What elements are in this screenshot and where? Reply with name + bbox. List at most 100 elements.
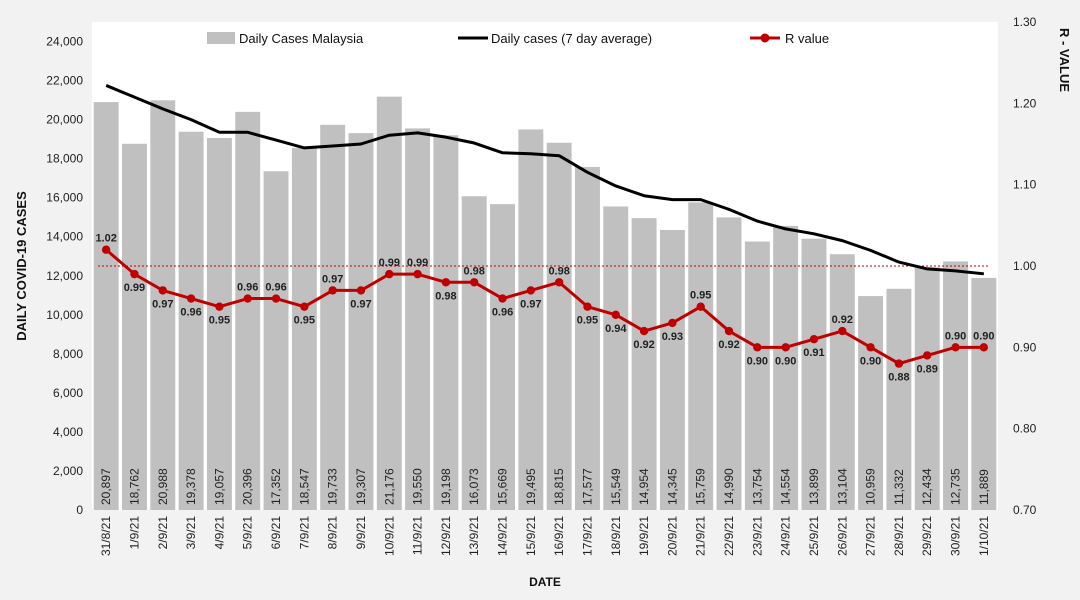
bar-value-label: 19,057: [212, 468, 226, 505]
y-tick-label: 22,000: [46, 74, 83, 88]
bar-value-label: 10,959: [864, 468, 878, 505]
y-tick-label: 24,000: [46, 35, 83, 49]
r-value-point: [838, 326, 847, 336]
x-tick-label: 28/9/21: [892, 516, 906, 556]
bar: [433, 135, 459, 510]
r-value-label: 0.93: [662, 331, 683, 343]
y2-axis-title: R - VALUE: [1057, 28, 1072, 92]
x-tick-label: 21/9/21: [694, 516, 708, 556]
bar-value-label: 19,198: [439, 468, 453, 505]
bar: [829, 254, 855, 510]
bar: [291, 147, 317, 510]
x-tick-label: 16/9/21: [552, 516, 566, 556]
r-value-point: [328, 286, 337, 295]
r-value-label: 0.97: [520, 298, 541, 310]
r-value-label: 0.95: [577, 315, 598, 327]
x-tick-label: 24/9/21: [779, 516, 793, 556]
y2-tick-label: 1.10: [1013, 178, 1037, 192]
r-value-label: 0.96: [492, 307, 513, 319]
bar: [263, 171, 289, 511]
r-value-label: 0.90: [945, 330, 966, 342]
r-value-point: [781, 343, 790, 352]
r-value-label: 0.99: [124, 282, 145, 294]
bar-value-label: 15,759: [694, 468, 708, 505]
bar-value-label: 19,733: [326, 468, 340, 505]
y-tick-label: 4,000: [53, 425, 83, 439]
bar: [93, 102, 119, 510]
bar: [575, 166, 600, 510]
x-tick-label: 4/9/21: [212, 516, 226, 550]
bar: [235, 111, 261, 510]
r-value-point: [356, 286, 366, 295]
bar-value-label: 12,735: [949, 468, 963, 505]
bar-value-label: 18,547: [297, 468, 311, 505]
bar: [348, 133, 374, 510]
bar: [716, 217, 742, 510]
y2-tick-label: 0.90: [1013, 340, 1037, 354]
bar: [546, 142, 572, 510]
r-value-label: 0.92: [633, 339, 654, 351]
bar-value-label: 11,332: [892, 469, 906, 505]
bar: [858, 296, 884, 510]
x-tick-label: 12/9/21: [439, 516, 453, 556]
r-value-point: [470, 278, 479, 287]
y2-tick-label: 1.20: [1013, 96, 1037, 110]
r-value-label: 0.97: [152, 298, 173, 310]
bar-value-label: 20,897: [99, 468, 113, 505]
x-tick-label: 18/9/21: [609, 516, 623, 556]
bar: [206, 138, 232, 510]
r-value-label: 0.95: [294, 315, 315, 327]
r-value-label: 0.95: [209, 315, 230, 327]
bar: [688, 202, 714, 510]
r-value-point: [951, 343, 960, 352]
x-tick-label: 14/9/21: [496, 516, 510, 556]
bar-value-label: 20,988: [156, 468, 170, 505]
y-tick-label: 20,000: [46, 113, 83, 127]
x-tick-label: 22/9/21: [722, 516, 736, 556]
x-tick-label: 27/9/21: [864, 516, 878, 556]
r-value-label: 0.97: [350, 298, 371, 310]
r-value-point: [215, 302, 224, 311]
x-tick-label: 15/9/21: [524, 516, 538, 556]
bar: [122, 143, 147, 511]
bar-value-label: 13,754: [750, 468, 764, 505]
y2-tick-label: 1.30: [1013, 15, 1037, 29]
r-value-point: [894, 359, 904, 368]
y-tick-label: 2,000: [53, 464, 83, 478]
bar-value-label: 14,954: [637, 468, 651, 505]
r-value-point: [979, 343, 989, 352]
r-value-point: [753, 343, 762, 352]
seven-day-average-line: [105, 84, 984, 276]
bar: [405, 128, 431, 510]
x-tick-label: 3/9/21: [184, 516, 198, 550]
r-value-point: [243, 294, 252, 303]
legend-label-bars: Daily Cases Malaysia: [239, 31, 364, 46]
x-tick-label: 10/9/21: [382, 516, 396, 556]
y2-tick-label: 0.80: [1013, 422, 1037, 436]
bar: [178, 131, 204, 510]
bar: [376, 96, 402, 511]
r-value-point: [300, 302, 309, 311]
r-value-point: [441, 278, 451, 287]
x-tick-label: 8/9/21: [326, 516, 340, 550]
bar-value-label: 16,073: [467, 468, 481, 505]
x-axis-title: DATE: [529, 575, 561, 589]
r-value-label: 0.94: [605, 323, 627, 335]
r-value-point: [611, 310, 620, 319]
r-value-label: 0.92: [718, 339, 739, 351]
legend-marker-r-value: [760, 33, 770, 43]
r-value-label: 0.90: [775, 355, 796, 367]
r-value-label: 0.96: [265, 282, 286, 294]
bar-value-label: 20,396: [241, 468, 255, 505]
r-value-point: [866, 343, 875, 352]
bar: [150, 100, 176, 510]
x-tick-label: 11/9/21: [411, 516, 425, 555]
legend-label-average: Daily cases (7 day average): [491, 31, 652, 46]
bar-value-label: 13,104: [835, 468, 849, 505]
r-value-line: [105, 248, 984, 366]
r-value-label: 1.02: [95, 233, 116, 245]
y2-tick-label: 1.00: [1013, 259, 1037, 273]
r-value-point: [271, 294, 281, 303]
r-value-point: [696, 302, 705, 311]
bar: [886, 288, 912, 510]
